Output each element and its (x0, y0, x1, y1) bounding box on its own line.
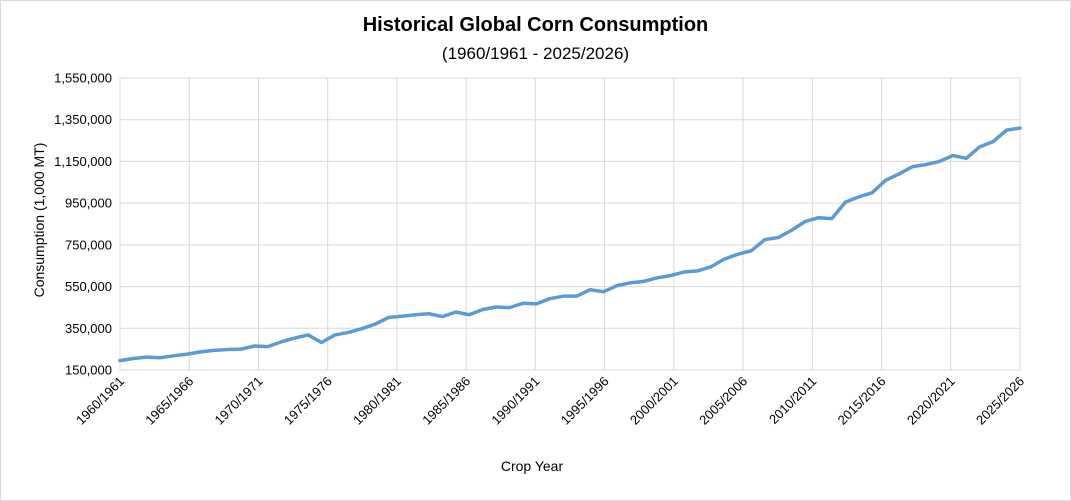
series-line-corn-consumption (118, 126, 1022, 363)
x-tick-label: 2025/2026 (973, 374, 1027, 428)
x-tick-label: 2005/2006 (696, 374, 750, 428)
x-axis-tick-labels: 1960/1961 1965/1966 1970/1971 1975/1976 1980… (73, 374, 1027, 428)
x-tick-label: 1960/1961 (73, 374, 127, 428)
y-tick-label: 1,550,000 (54, 71, 112, 86)
x-tick-label: 2010/2011 (766, 374, 819, 427)
x-axis-title: Crop Year (501, 458, 564, 474)
x-tick-label: 1970/1971 (212, 374, 266, 428)
x-tick-label: 1995/1996 (558, 374, 612, 428)
x-tick-label: 1990/1991 (488, 374, 542, 428)
y-tick-label: 150,000 (65, 363, 112, 378)
y-axis-title: Consumption (1,000 MT) (31, 143, 47, 298)
x-tick-label: 2015/2016 (835, 374, 889, 428)
x-tick-label: 1975/1976 (281, 374, 335, 428)
x-tick-label: 2000/2001 (627, 374, 681, 428)
y-tick-label: 950,000 (65, 196, 112, 211)
x-tick-label: 1985/1986 (419, 374, 473, 428)
y-axis-tick-labels: 150,000 350,000 550,000 750,000 950,000 1,150… (54, 71, 112, 378)
chart-subtitle: (1960/1961 - 2025/2026) (441, 44, 630, 63)
y-tick-label: 350,000 (65, 321, 112, 336)
gridlines (119, 77, 1021, 371)
y-tick-label: 550,000 (65, 279, 112, 294)
y-tick-label: 1,150,000 (54, 154, 112, 169)
x-tick-label: 1965/1966 (142, 374, 196, 428)
x-tick-label: 1980/1981 (350, 374, 404, 428)
x-tick-label: 2020/2021 (904, 374, 958, 428)
chart-title: Historical Global Corn Consumption (362, 14, 709, 36)
y-tick-label: 750,000 (65, 237, 112, 252)
y-tick-label: 1,350,000 (54, 112, 112, 127)
